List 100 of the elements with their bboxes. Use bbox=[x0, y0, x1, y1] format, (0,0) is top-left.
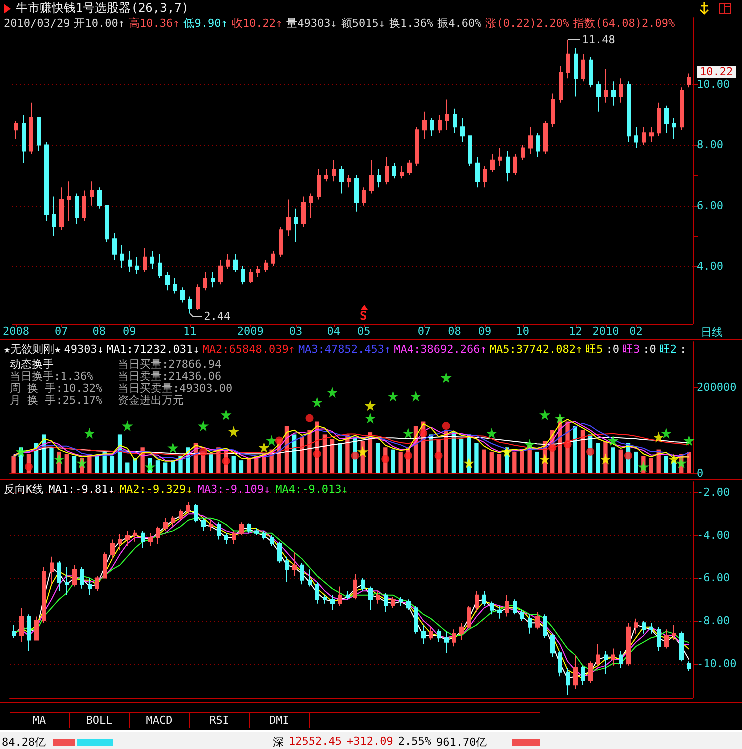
annotation: 动态换手 bbox=[10, 358, 55, 371]
candlestick bbox=[354, 175, 359, 212]
annotation: 量49303↓ bbox=[286, 16, 338, 31]
candlestick bbox=[203, 272, 207, 292]
bar bbox=[687, 452, 692, 474]
candlestick bbox=[317, 168, 321, 200]
bar bbox=[126, 462, 130, 474]
point bbox=[564, 440, 572, 449]
candlestick bbox=[256, 266, 260, 278]
candlestick bbox=[292, 552, 297, 577]
candlestick bbox=[596, 644, 600, 666]
candlestick bbox=[497, 606, 502, 620]
text: 日线 bbox=[701, 326, 723, 339]
candlestick bbox=[627, 81, 631, 143]
annotation: 当日卖量:21436.06 bbox=[118, 370, 223, 383]
candlestick bbox=[118, 534, 122, 551]
candlestick bbox=[687, 661, 691, 672]
bar bbox=[50, 448, 54, 474]
candlestick bbox=[399, 596, 403, 607]
y-tick-label: -4.00 bbox=[697, 528, 730, 542]
candlestick bbox=[589, 56, 593, 88]
candlestick bbox=[173, 278, 177, 294]
annotation: 指数(64.08)2.09% bbox=[574, 16, 676, 31]
candlestick bbox=[505, 594, 509, 618]
candlestick bbox=[467, 606, 471, 628]
candlestick bbox=[421, 624, 426, 646]
text: MA5:37742.082↑ bbox=[490, 343, 583, 356]
bar bbox=[398, 452, 403, 474]
candlestick bbox=[52, 196, 56, 237]
x-tick-label: 09 bbox=[478, 325, 492, 338]
candlestick bbox=[103, 552, 107, 579]
candlestick bbox=[452, 629, 456, 648]
candlestick bbox=[414, 606, 418, 634]
point bbox=[54, 454, 65, 465]
candlestick bbox=[543, 120, 548, 155]
candlestick bbox=[226, 254, 230, 270]
candlestick bbox=[179, 509, 183, 521]
candlestick bbox=[67, 181, 71, 222]
text: MA2:65848.039↑ bbox=[202, 343, 296, 356]
candlestick bbox=[368, 586, 373, 611]
candlestick bbox=[453, 108, 457, 134]
point bbox=[327, 386, 338, 398]
candlestick bbox=[300, 562, 304, 586]
candlestick bbox=[437, 629, 441, 643]
candlestick bbox=[475, 590, 479, 613]
candlestick bbox=[186, 502, 190, 515]
y-tick-label: -6.00 bbox=[697, 572, 730, 585]
candlestick bbox=[72, 564, 77, 588]
text: MACD bbox=[130, 713, 190, 728]
candlestick bbox=[82, 190, 86, 222]
bar bbox=[64, 454, 70, 474]
bar bbox=[232, 456, 236, 474]
candlestick bbox=[44, 142, 49, 222]
candlestick bbox=[286, 199, 291, 237]
annotation: 11.48 bbox=[582, 33, 616, 46]
candlestick bbox=[604, 69, 608, 104]
candlestick bbox=[619, 78, 623, 104]
candlestick bbox=[232, 530, 236, 545]
candlestick bbox=[596, 81, 601, 112]
candlestick bbox=[209, 520, 213, 532]
bar bbox=[95, 456, 100, 474]
candlestick bbox=[551, 93, 555, 128]
candlestick bbox=[262, 530, 266, 540]
point bbox=[540, 454, 551, 465]
point bbox=[364, 412, 376, 424]
candlestick bbox=[611, 648, 615, 666]
candlestick bbox=[649, 622, 653, 634]
bar bbox=[156, 460, 160, 474]
x-tick-label: 07 bbox=[418, 325, 432, 338]
bar bbox=[634, 452, 638, 474]
bar bbox=[300, 436, 304, 474]
candlestick bbox=[642, 620, 646, 634]
candlestick bbox=[550, 633, 555, 658]
point bbox=[624, 452, 632, 460]
point bbox=[540, 409, 551, 420]
candlestick bbox=[407, 160, 412, 176]
candlestick bbox=[642, 126, 646, 146]
point bbox=[653, 432, 664, 443]
bar bbox=[110, 456, 115, 474]
candlestick bbox=[294, 208, 298, 243]
y-tick-label: 200000 bbox=[697, 380, 737, 394]
candlestick bbox=[588, 661, 593, 684]
bar bbox=[391, 450, 396, 474]
annotation: 换1.36% bbox=[389, 16, 434, 31]
point bbox=[275, 436, 284, 445]
candlestick bbox=[438, 114, 442, 134]
annotation: 2.44 bbox=[204, 310, 232, 324]
candlestick bbox=[247, 523, 251, 534]
chart-title: 反向K线 bbox=[4, 482, 44, 497]
candlestick bbox=[308, 569, 312, 588]
point bbox=[200, 448, 208, 456]
x-tick-label: 2009 bbox=[237, 325, 264, 338]
annotation: 当日买量:27866.94 bbox=[118, 358, 223, 371]
candlestick bbox=[626, 622, 631, 666]
bar bbox=[133, 458, 138, 474]
x-tick-label: 05 bbox=[357, 325, 371, 338]
candlestick bbox=[573, 654, 578, 690]
candlestick bbox=[148, 532, 153, 547]
text: 961.70亿 bbox=[436, 735, 488, 749]
annotation: 当日买卖量:49303.00 bbox=[118, 382, 233, 395]
